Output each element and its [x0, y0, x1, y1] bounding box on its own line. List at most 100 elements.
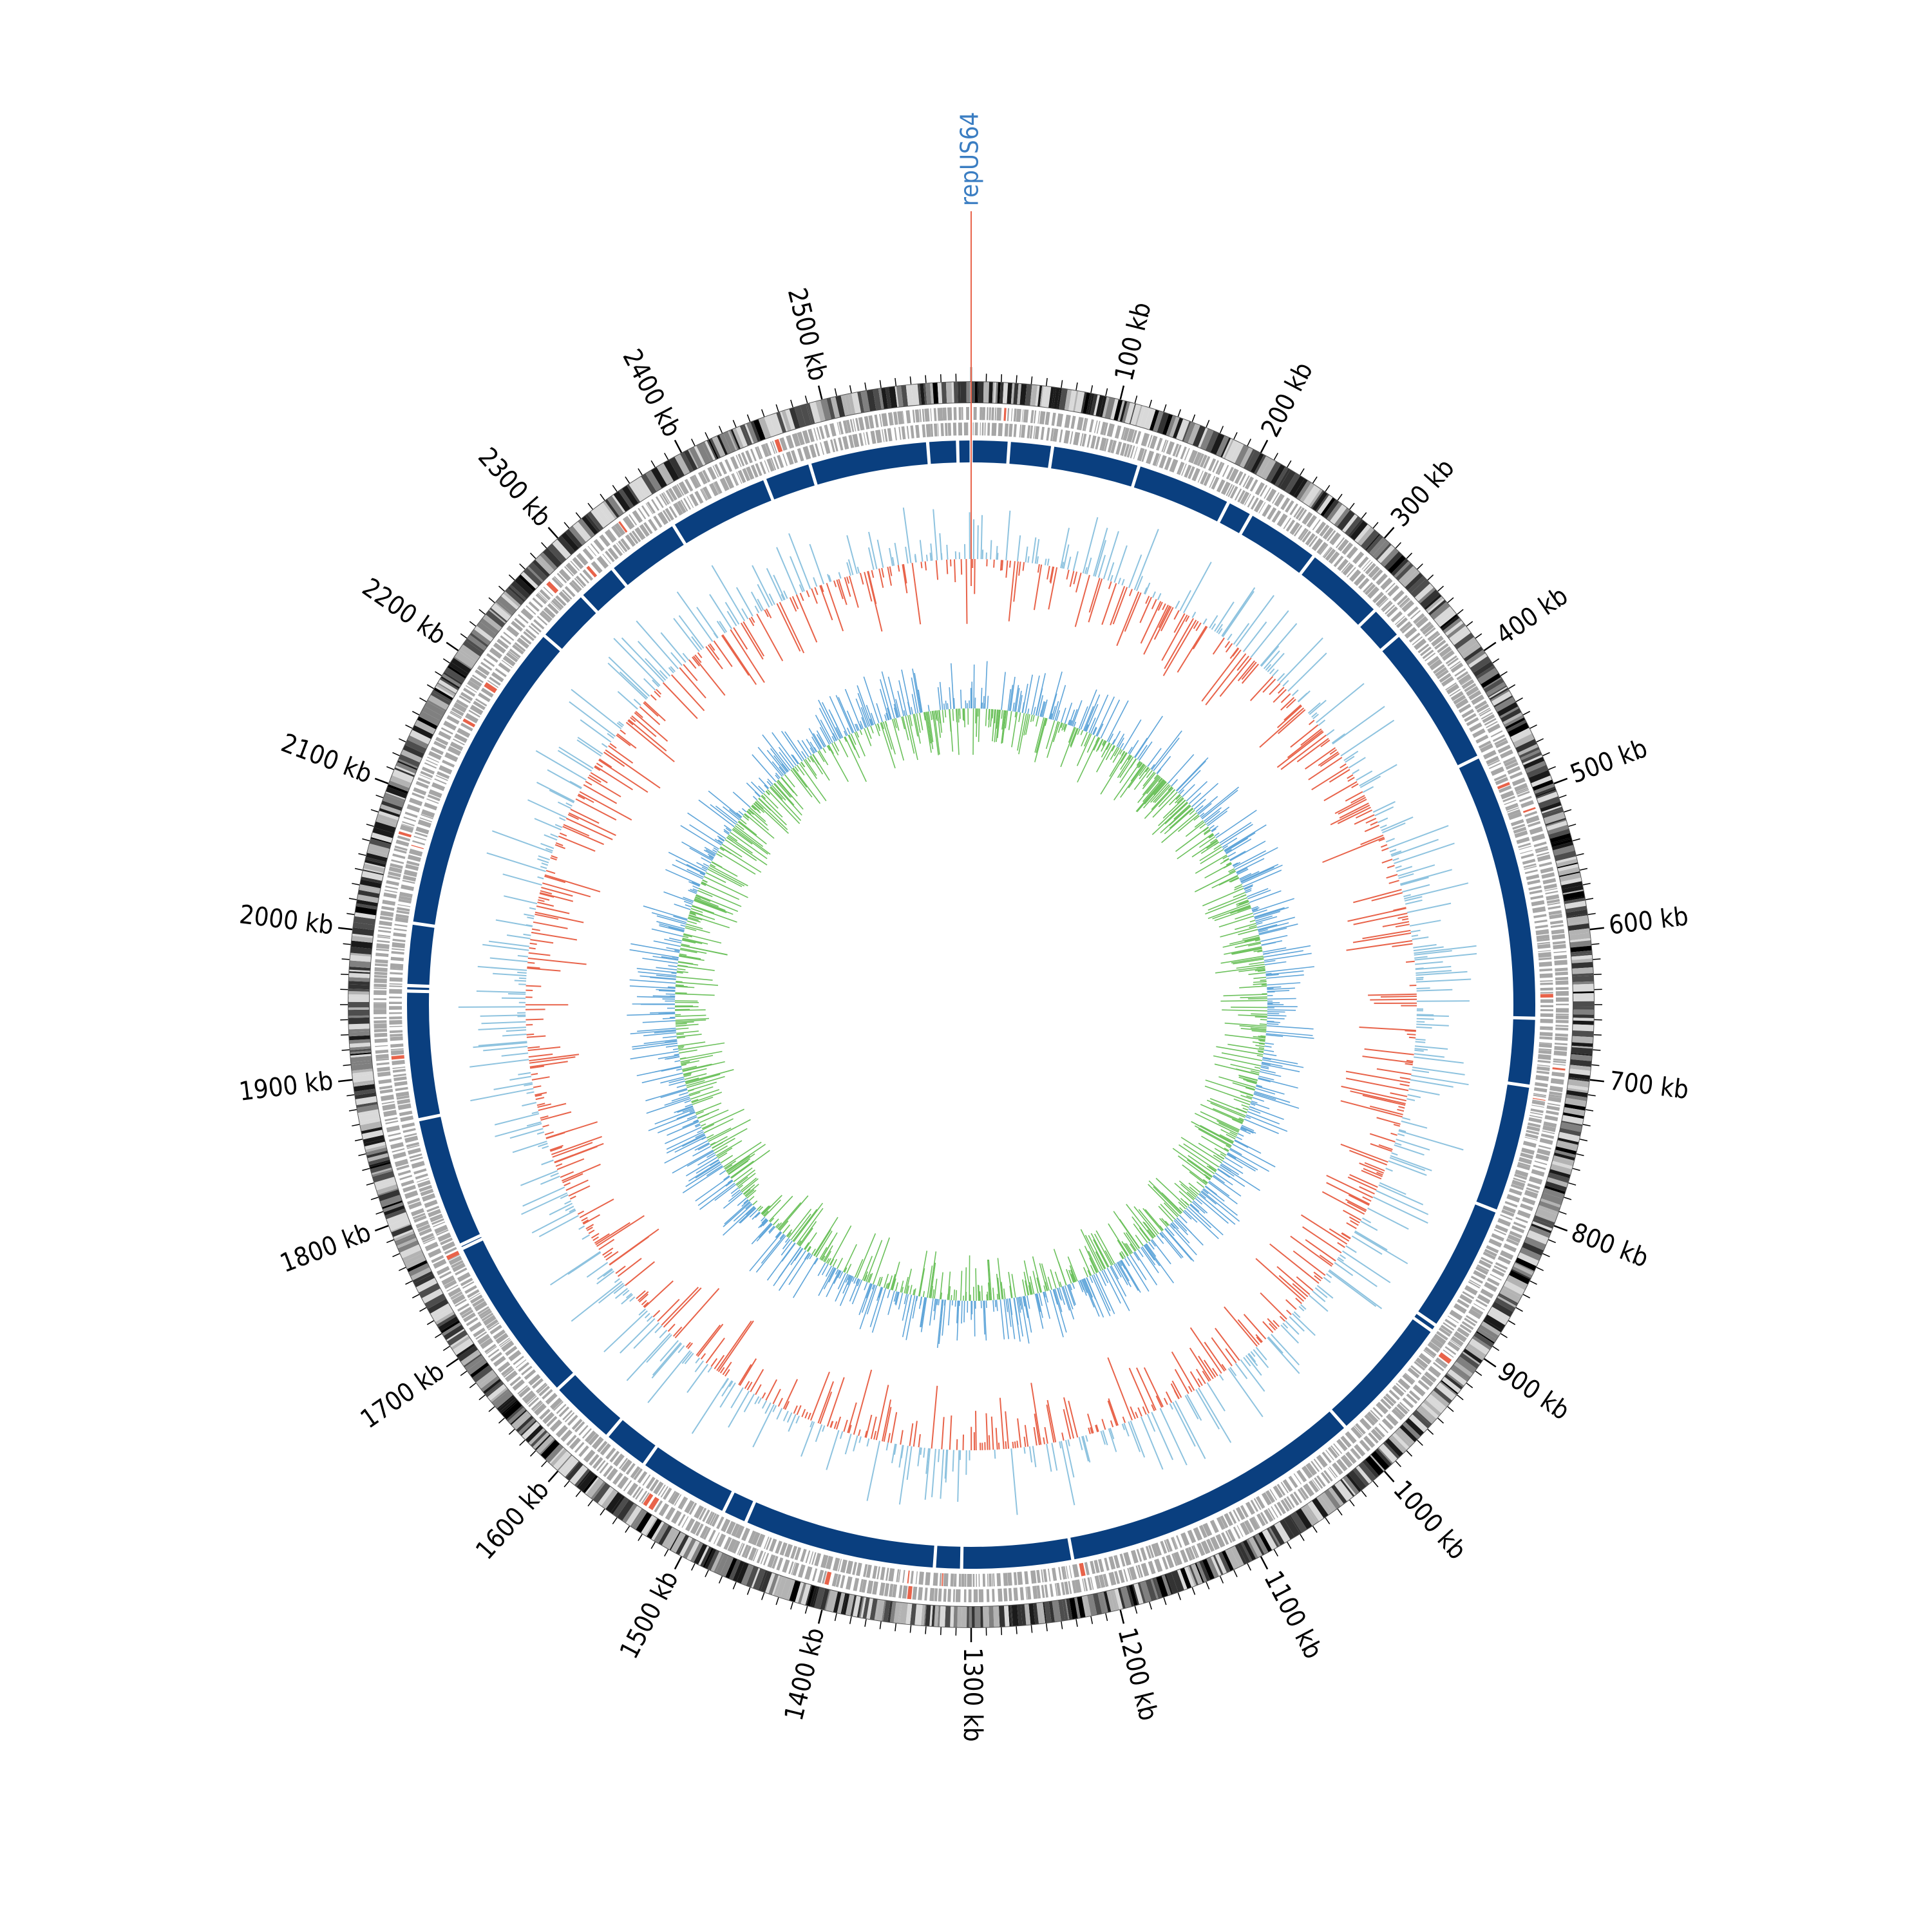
gc-bar-high — [1247, 1353, 1258, 1367]
gene-feature — [474, 1300, 488, 1312]
gc-bar-high — [1414, 1053, 1445, 1058]
gc-skew-bar-positive — [1224, 1157, 1243, 1169]
gc-bar-high — [1309, 1294, 1329, 1312]
gc-bar-low — [1193, 621, 1199, 629]
gc-bar-low — [1364, 1162, 1385, 1171]
gene-feature — [389, 1016, 402, 1019]
gc-bar-high — [757, 598, 764, 611]
gene-feature — [464, 1285, 477, 1294]
gene-feature — [1255, 482, 1265, 496]
gc-skew-bar-negative — [1175, 796, 1182, 804]
gc-bar-low — [535, 911, 584, 923]
density-segment — [997, 382, 1001, 403]
gene-feature — [1021, 424, 1026, 438]
contig-segment — [1508, 1019, 1535, 1085]
density-segment — [1559, 1128, 1581, 1137]
density-segment — [585, 514, 600, 533]
gc-bar-low — [638, 1293, 649, 1303]
gene-feature — [784, 1544, 793, 1558]
gc-skew-bar-positive — [825, 1265, 833, 1277]
gene-feature — [1538, 950, 1551, 952]
gene-feature — [1495, 777, 1509, 786]
gc-bar-high — [1218, 1374, 1224, 1381]
gc-skew-bar-negative — [1154, 785, 1171, 804]
gc-skew-bar-positive — [1170, 1222, 1190, 1244]
gc-skew-bar-negative — [748, 1196, 755, 1202]
density-segment — [701, 442, 714, 462]
gene-feature — [404, 1133, 417, 1138]
gc-bar-high — [677, 1345, 685, 1354]
gene-feature — [612, 544, 623, 556]
gene-feature — [764, 442, 772, 456]
gene-feature — [1468, 1281, 1481, 1289]
gc-bar-low — [679, 667, 706, 699]
density-segment — [714, 1553, 724, 1573]
gene-feature — [498, 662, 511, 673]
gene-feature — [978, 1589, 984, 1602]
density-segment — [753, 419, 766, 440]
density-segment — [483, 1379, 501, 1394]
gc-skew-bar-positive — [642, 1020, 676, 1023]
gc-bar-high — [506, 934, 531, 940]
gc-skew-bar-positive — [1200, 1191, 1217, 1205]
gc-skew-bar-negative — [1255, 939, 1261, 942]
gc-bar-low — [1075, 573, 1082, 593]
gc-skew-bar-negative — [811, 1248, 816, 1255]
gc-bar-low — [663, 1287, 702, 1328]
gene-feature — [1173, 1537, 1179, 1549]
gc-bar-high — [1123, 1423, 1130, 1437]
gc-bar-high — [866, 1441, 880, 1501]
gc-bar-low — [740, 622, 764, 660]
gc-skew-bar-positive — [1025, 674, 1033, 714]
density-segment — [753, 1568, 766, 1590]
density-segment — [1562, 1115, 1584, 1125]
gc-skew-bar-negative — [1222, 938, 1260, 948]
gene-feature — [397, 1170, 412, 1176]
gene-feature — [760, 1551, 766, 1564]
gc-skew-bar-negative — [1233, 958, 1264, 965]
gc-skew-bar-negative — [1236, 899, 1249, 905]
gc-bar-low — [871, 570, 875, 578]
density-segment — [663, 460, 679, 482]
gene-feature — [1341, 562, 1350, 573]
gene-feature — [1506, 1238, 1519, 1246]
gene-feature — [755, 463, 762, 477]
gene-feature — [661, 493, 670, 505]
gene-feature — [1289, 522, 1301, 535]
gene-feature — [961, 1573, 965, 1587]
gc-skew-bar-positive — [1267, 987, 1274, 989]
gc-skew-bar-negative — [1224, 1022, 1267, 1027]
gc-skew-bar-positive — [749, 1209, 758, 1218]
gene-feature — [501, 659, 513, 668]
gene-feature — [377, 1071, 391, 1077]
gene-feature — [689, 493, 699, 507]
gc-bar-high — [1394, 1144, 1425, 1156]
gene-feature — [430, 1213, 442, 1221]
density-segment — [630, 1508, 643, 1528]
gene-feature — [1083, 1578, 1088, 1591]
gc-skew-bar-negative — [1003, 1288, 1006, 1300]
gene-feature — [460, 723, 473, 732]
gene-feature — [1553, 1060, 1566, 1064]
gc-bar-high — [538, 1215, 579, 1238]
density-segment — [1493, 696, 1513, 708]
gc-skew-bar-negative — [947, 1294, 949, 1300]
gene-feature — [875, 430, 882, 444]
density-segment — [881, 1600, 886, 1622]
gene-feature — [1455, 698, 1469, 709]
density-segment — [1499, 1293, 1518, 1305]
gene-feature — [1342, 563, 1354, 576]
gc-bar-high — [1416, 970, 1452, 974]
gc-skew-bar-negative — [1161, 1218, 1169, 1226]
gene-feature — [625, 1463, 636, 1475]
gc-bar-high — [839, 1431, 844, 1439]
gc-skew-bar-negative — [1191, 1121, 1233, 1144]
gene-feature — [1202, 1522, 1213, 1537]
gc-bar-low — [577, 795, 585, 800]
density-segment — [515, 576, 534, 595]
gc-bar-low — [1160, 607, 1174, 632]
gc-skew-bar-negative — [1202, 1179, 1208, 1184]
gene-feature — [1546, 894, 1560, 901]
gc-bar-low — [848, 576, 859, 608]
gc-skew-bar-positive — [1189, 1204, 1224, 1236]
